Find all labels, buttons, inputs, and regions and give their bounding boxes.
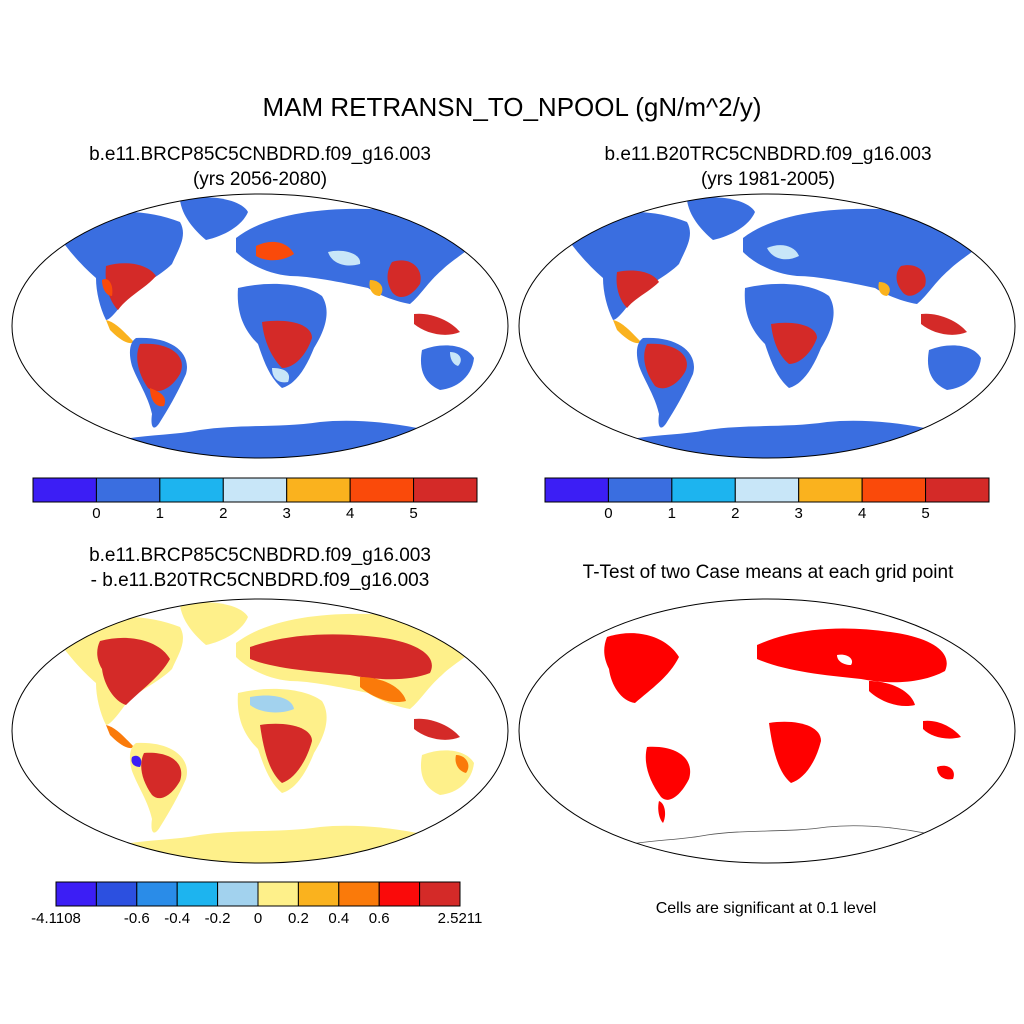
colorbar-1-tick-label: 1	[155, 505, 165, 522]
colorbar-1-cell-0	[32, 477, 97, 503]
map-3-land	[50, 602, 480, 863]
colorbar-difference	[55, 881, 461, 907]
colorbar-3-cell-6	[297, 881, 340, 907]
colorbar-2-tick-label: 3	[794, 505, 803, 522]
panel-3-title: b.e11.BRCP85C5CNBDRD.f09_g16.003 - b.e11…	[20, 543, 500, 593]
colorbar-2-cell-2	[671, 477, 736, 503]
colorbar-1-cell-2	[159, 477, 224, 503]
colorbar-3-cell-8	[378, 881, 421, 907]
colorbar-2-tick-label: 5	[921, 505, 930, 522]
colorbar-3-cell-7	[338, 881, 380, 907]
map-1-border	[11, 193, 509, 459]
panel-4-title: T-Test of two Case means at each grid po…	[582, 562, 954, 583]
panel-2-years: (yrs 1981-2005)	[700, 169, 836, 190]
colorbar-3-tick-label: 0.6	[368, 910, 390, 927]
panel-2-case-name: b.e11.B20TRC5CNBDRD.f09_g16.003	[604, 144, 932, 165]
colorbar-1-cell-4	[286, 477, 351, 503]
map-3-border	[11, 598, 509, 864]
colorbar-3-tick-label: -0.6	[123, 910, 150, 927]
colorbar-3-tick-label: 0.2	[287, 910, 309, 927]
map-ttest	[518, 598, 1016, 864]
colorbar-2-cell-0	[544, 477, 609, 503]
colorbar-2-tick-label: 1	[667, 505, 677, 522]
colorbar-3-cell-3	[176, 881, 219, 907]
colorbar-case-1	[32, 477, 478, 503]
map-case-1	[11, 193, 509, 459]
map-1-land	[50, 197, 480, 458]
map-case-2	[518, 193, 1016, 459]
colorbar-3-cell-9	[419, 881, 461, 907]
colorbar-1-cell-6	[413, 477, 478, 503]
colorbar-1-tick-label: 5	[409, 505, 418, 522]
significance-note: Cells are significant at 0.1 level	[655, 900, 877, 917]
colorbar-3-tick-label: -0.4	[164, 910, 191, 927]
map-4-border	[518, 598, 1016, 864]
colorbar-1-tick-label: 4	[345, 505, 355, 522]
colorbar-3-tick-label: -4.1108	[31, 910, 81, 927]
panel-1-case-name: b.e11.BRCP85C5CNBDRD.f09_g16.003	[89, 144, 431, 165]
colorbar-1-cell-5	[349, 477, 415, 503]
colorbar-1-tick-label: 2	[219, 505, 228, 522]
colorbar-2-cell-5	[861, 477, 927, 503]
panel-3-case-a: b.e11.BRCP85C5CNBDRD.f09_g16.003	[89, 545, 431, 566]
map-4-significant-cells	[586, 628, 961, 860]
panel-1-title: b.e11.BRCP85C5CNBDRD.f09_g16.003 (yrs 20…	[20, 142, 500, 192]
colorbar-3-tick-label: 0	[253, 910, 263, 927]
main-title: MAM RETRANSN_TO_NPOOL (gN/m^2/y)	[262, 92, 762, 122]
panel-1-years: (yrs 2056-2080)	[192, 169, 328, 190]
colorbar-3-cell-1	[95, 881, 138, 907]
map-difference	[11, 598, 509, 864]
colorbar-2-cell-1	[607, 477, 673, 503]
colorbar-3-tick-label: -0.2	[204, 910, 231, 927]
colorbar-1-tick-label: 0	[92, 505, 101, 522]
colorbar-3-tick-label: 0.4	[328, 910, 350, 927]
colorbar-3-tick-label: 2.5211	[437, 910, 483, 927]
colorbar-1-cell-3	[222, 477, 288, 503]
colorbar-2-tick-label: 4	[857, 505, 867, 522]
map-2-border	[518, 193, 1016, 459]
colorbar-case-2	[544, 477, 990, 503]
colorbar-2-tick-label: 2	[731, 505, 740, 522]
colorbar-2-cell-4	[798, 477, 863, 503]
colorbar-2-cell-3	[734, 477, 800, 503]
map-2-land	[557, 197, 987, 458]
panel-3-case-b: - b.e11.B20TRC5CNBDRD.f09_g16.003	[90, 570, 430, 591]
colorbar-3-cell-4	[217, 881, 259, 907]
colorbar-3-cell-2	[136, 881, 178, 907]
colorbar-3-cell-5	[257, 881, 299, 907]
colorbar-2-tick-label: 0	[604, 505, 613, 522]
colorbar-3-cell-0	[55, 881, 97, 907]
colorbar-1-cell-1	[95, 477, 161, 503]
panel-2-title: b.e11.B20TRC5CNBDRD.f09_g16.003 (yrs 198…	[528, 142, 1008, 192]
colorbar-2-cell-6	[925, 477, 990, 503]
colorbar-1-tick-label: 3	[282, 505, 291, 522]
